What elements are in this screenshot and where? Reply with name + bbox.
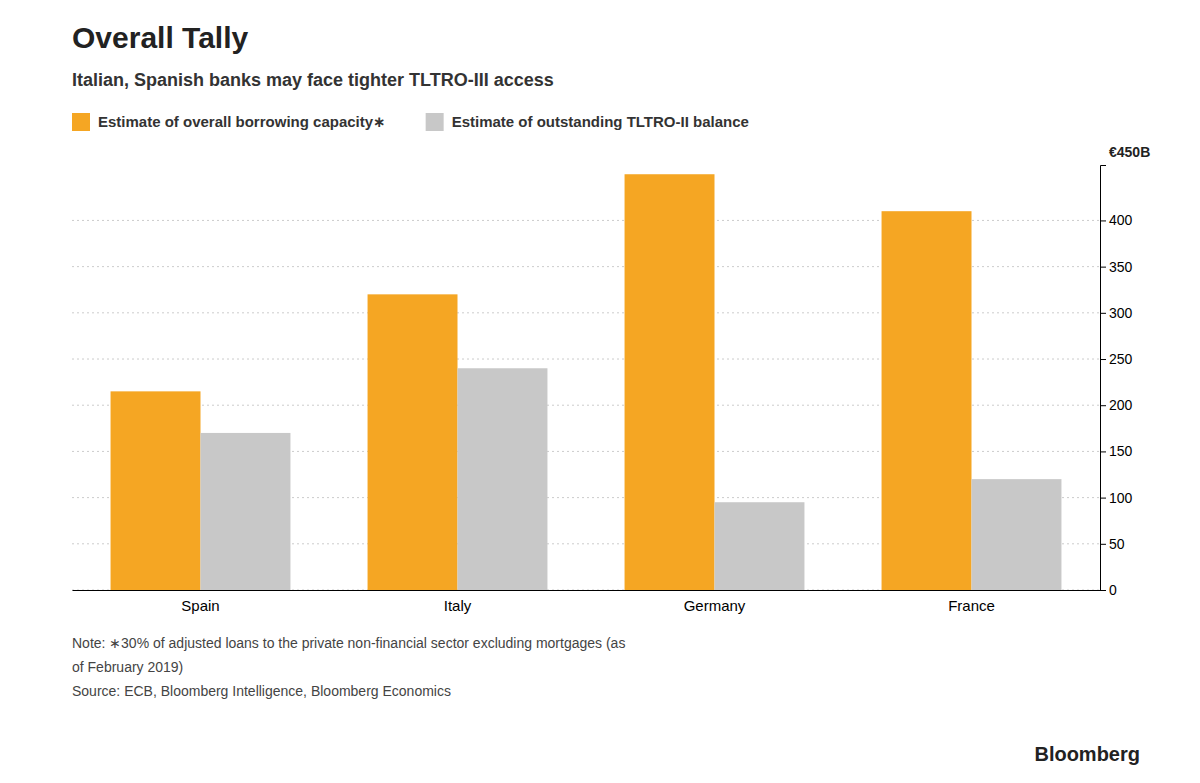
x-tick-label: Italy — [444, 597, 472, 614]
bar — [625, 174, 715, 590]
y-tick: 200 — [1100, 397, 1133, 413]
legend-label: Estimate of overall borrowing capacity∗ — [98, 113, 386, 130]
bar — [111, 391, 201, 590]
note: of February 2019) — [72, 659, 183, 675]
legend-item: Estimate of overall borrowing capacity∗ — [72, 113, 386, 131]
x-tick: Spain — [181, 597, 219, 614]
title: Overall Tally — [72, 21, 249, 54]
x-tick: Italy — [444, 597, 472, 614]
bar — [201, 433, 291, 590]
y-tick: 0 — [1100, 582, 1117, 598]
legend-label: Estimate of outstanding TLTRO-II balance — [452, 113, 749, 130]
legend-swatch — [426, 113, 444, 131]
y-tick: 100 — [1100, 490, 1133, 506]
y-tick: 50 — [1100, 536, 1125, 552]
y-axis-line — [1101, 166, 1107, 591]
legend: Estimate of overall borrowing capacity∗ E… — [72, 113, 749, 131]
legend-swatch — [72, 113, 90, 131]
bars — [111, 174, 1062, 590]
bar — [458, 368, 548, 590]
series — [111, 174, 972, 590]
source: Source: ECB, Bloomberg Intelligence, Blo… — [72, 683, 451, 699]
y-tick: 350 — [1100, 259, 1133, 275]
x-tick-label: Spain — [181, 597, 219, 614]
y-tick-label: 300 — [1109, 305, 1133, 321]
y-tick-mark — [1100, 313, 1106, 314]
x-tick-label: Germany — [684, 597, 746, 614]
y-tick-mark — [1100, 498, 1106, 499]
bar — [368, 294, 458, 590]
y-axis: 0 50 100 150 200 250 300 350 400 — [1100, 166, 1133, 598]
annotation: €450B — [1109, 144, 1150, 160]
y-tick-label: 150 — [1109, 443, 1133, 459]
y-tick: 150 — [1100, 443, 1133, 459]
x-axis: Spain Italy Germany France — [73, 591, 1101, 614]
note: Note: ∗30% of adjusted loans to the priv… — [72, 635, 625, 651]
y-tick-label: 250 — [1109, 351, 1133, 367]
y-tick-label: 50 — [1109, 536, 1125, 552]
bar — [882, 211, 972, 590]
y-tick-mark — [1100, 544, 1106, 545]
x-tick-label: France — [948, 597, 995, 614]
bar — [972, 479, 1062, 590]
x-tick: Germany — [684, 597, 746, 614]
y-tick-label: 200 — [1109, 397, 1133, 413]
legend-item: Estimate of outstanding TLTRO-II balance — [426, 113, 749, 131]
y-tick: 300 — [1100, 305, 1133, 321]
subtitle: Italian, Spanish banks may face tighter … — [72, 70, 554, 90]
y-tick: 250 — [1100, 351, 1133, 367]
y-tick-label: 0 — [1109, 582, 1117, 598]
y-tick-mark — [1100, 359, 1106, 360]
y-tick-mark — [1100, 405, 1106, 406]
y-tick-mark — [1100, 220, 1106, 221]
y-tick: 400 — [1100, 212, 1133, 228]
bar — [715, 502, 805, 590]
x-tick: France — [948, 597, 995, 614]
y-tick-mark — [1100, 590, 1106, 591]
x-axis-line — [73, 590, 1101, 591]
y-tick-mark — [1100, 267, 1106, 268]
plot: 0 50 100 150 200 250 300 350 400 Spain Italy German… — [72, 166, 1133, 614]
chart: Overall Tally Italian, Spanish banks may … — [0, 0, 1200, 783]
credit: Bloomberg — [1034, 743, 1140, 765]
y-tick-label: 400 — [1109, 212, 1133, 228]
y-tick-label: 100 — [1109, 490, 1133, 506]
series — [201, 368, 1062, 590]
y-tick-mark — [1100, 451, 1106, 452]
y-tick-label: 350 — [1109, 259, 1133, 275]
